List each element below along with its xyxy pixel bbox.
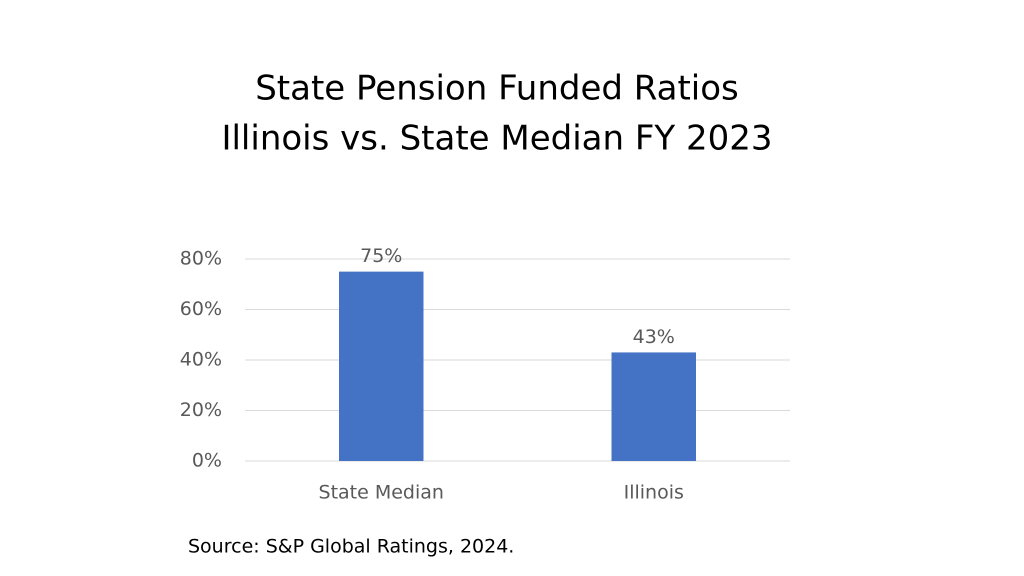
y-tick-label: 20% xyxy=(180,399,222,421)
source-note: Source: S&P Global Ratings, 2024. xyxy=(188,536,514,558)
x-tick-label: Illinois xyxy=(624,482,684,504)
y-tick-label: 0% xyxy=(192,450,222,472)
value-label: 43% xyxy=(633,326,675,348)
chart-subtitle: Illinois vs. State Median FY 2023 xyxy=(221,119,772,159)
bar xyxy=(339,271,424,461)
y-tick-label: 40% xyxy=(180,349,222,371)
bar xyxy=(611,352,696,461)
value-label: 75% xyxy=(360,245,402,267)
y-tick-label: 80% xyxy=(180,248,222,270)
x-tick-label: State Median xyxy=(319,482,444,504)
chart-title: State Pension Funded Ratios xyxy=(255,69,739,109)
y-tick-label: 60% xyxy=(180,298,222,320)
